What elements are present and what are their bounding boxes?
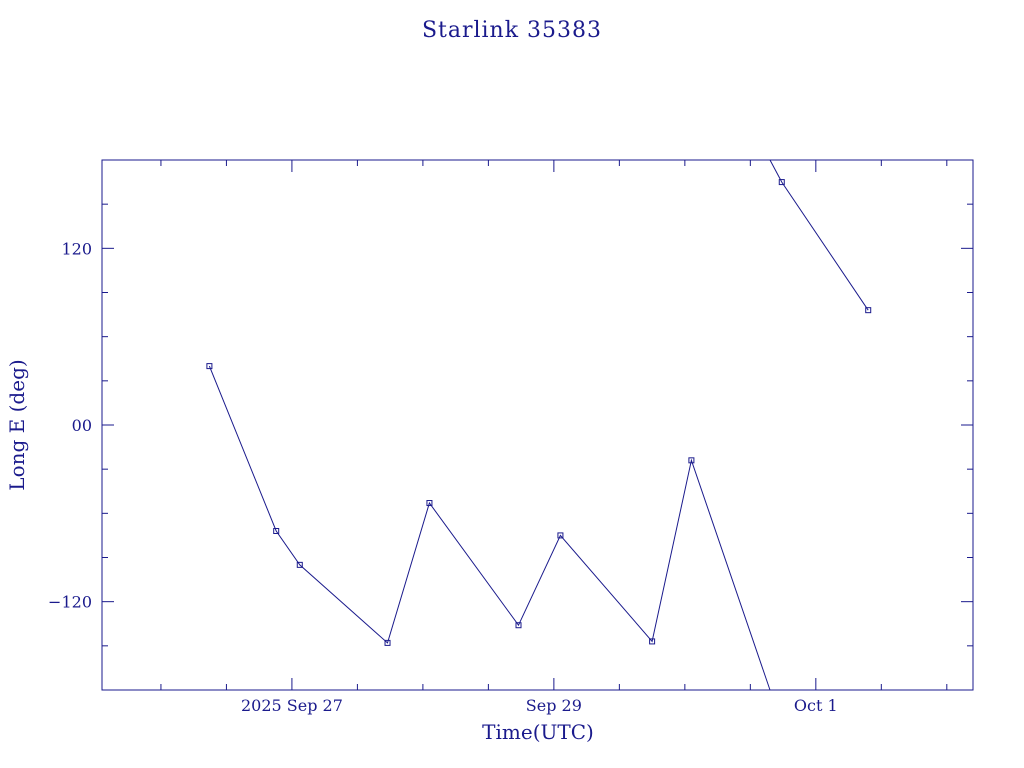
data-point (206, 363, 213, 370)
y-tick-label: 120 (61, 239, 92, 258)
data-point (649, 638, 656, 645)
data-point (688, 457, 695, 464)
data-point (865, 307, 872, 314)
y-axis-label: Long E (deg) (5, 359, 29, 490)
y-tick-label: −120 (48, 593, 92, 612)
data-point (296, 561, 303, 568)
data-point (426, 500, 433, 507)
axis-tick-labels: 2025 Sep 27 Sep 29 Oct 1 120 00 −120 (48, 239, 838, 715)
y-tick-label: 00 (72, 416, 92, 435)
x-tick-label: 2025 Sep 27 (241, 696, 343, 715)
data-point (273, 528, 280, 534)
x-tick-label: Oct 1 (794, 696, 838, 715)
axis-ticks (102, 160, 973, 690)
chart-title: Starlink 35383 (422, 18, 602, 43)
series-group (208, 159, 869, 691)
x-tick-label: Sep 29 (526, 696, 582, 715)
data-point (515, 622, 522, 629)
data-point (778, 179, 785, 186)
data-point (384, 639, 391, 646)
marker-group (206, 179, 872, 646)
data-point (557, 532, 564, 539)
plot-frame (101, 159, 974, 691)
series-line (769, 159, 869, 311)
series-line (208, 365, 771, 691)
x-axis-label: Time(UTC) (482, 720, 594, 744)
